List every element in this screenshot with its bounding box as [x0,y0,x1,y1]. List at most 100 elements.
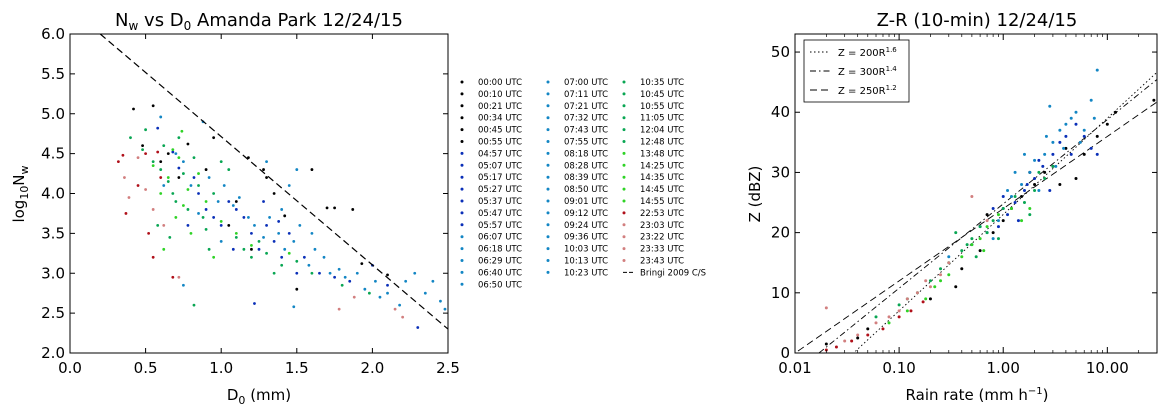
left-point-green-14 [204,227,208,231]
left-point-teal-6 [216,200,220,203]
right-ytick-label-4: 40 [771,103,790,121]
left-point-green-2 [151,160,155,164]
right-point-green-6 [960,249,964,253]
right-point-green-20 [1028,213,1032,217]
left-legend-label-0-13: 06:07 UTC [478,233,522,243]
left-point-green-4 [162,144,166,148]
left-point-green-25 [340,283,344,287]
left-legend-marker-2-9 [622,187,626,191]
left-point-blue-29 [277,220,281,223]
right-point-early-5 [960,267,964,271]
left-legend-marker-2-0 [622,80,626,84]
left-point-blue-23 [416,326,420,329]
zr-relation-lines [797,71,1158,354]
zr-chart: Z-R (10-min) 12/24/15 0.01 0.10 1.00 10.000… [746,10,1158,404]
left-point-blue-25 [295,271,299,275]
right-point-early-7 [991,231,995,235]
right-point-blue-10 [1082,134,1086,138]
left-legend-label-1-8: 08:39 UTC [564,173,608,183]
left-point-lime-0 [151,164,155,167]
left-point-teal-27 [386,291,389,295]
left-point-teal-2 [182,160,185,164]
left-xtick-label-5: 2.5 [436,359,460,377]
right-point-red-6 [909,309,913,313]
right-point-teal-9 [1043,152,1047,156]
left-point-early-19 [250,247,253,251]
right-xtick-label-1: 0.10 [882,359,915,377]
left-point-teal-35 [295,168,299,171]
right-point-blue-11 [1089,146,1093,150]
left-legend-marker-0-14 [460,247,464,251]
right-point-teal-20 [1022,152,1026,156]
left-point-teal-26 [374,279,377,283]
right-point-blue-0 [996,225,1000,229]
left-point-green-26 [367,291,371,295]
left-legend-label-2-7: 14:25 UTC [640,161,684,171]
right-point-pink-7 [915,291,919,295]
right-point-blue-6 [1051,152,1055,156]
right-scatter-points [824,68,1156,352]
left-legend-marker-1-9 [546,187,550,191]
left-legend-marker-2-14 [622,247,626,251]
right-point-lime-9 [996,213,1000,217]
right-point-lime-2 [924,297,928,301]
left-point-teal-24 [355,271,359,275]
left-point-blue-18 [318,271,321,275]
left-point-lime-14 [287,251,291,255]
right-point-pink-4 [887,315,891,319]
right-point-early-0 [824,342,828,346]
left-point-red-9 [136,184,140,187]
left-ytick-label-5: 4.5 [41,145,65,163]
left-point-early-9 [310,168,314,171]
left-legend-label-2-11: 22:53 UTC [640,209,684,219]
right-point-green-7 [970,237,974,241]
left-ytick-label-2: 3.0 [41,264,65,282]
right-point-teal-27 [1062,146,1066,150]
left-legend-label-1-14: 10:03 UTC [564,245,608,255]
right-point-blue-1 [1006,213,1010,217]
right-point-green-11 [1001,207,1005,211]
left-point-teal-28 [398,303,402,307]
left-point-red-8 [151,255,155,259]
right-point-green-10 [991,219,995,223]
left-legend-label-1-11: 09:12 UTC [564,209,608,219]
left-legend-label-0-1: 00:10 UTC [478,90,522,100]
left-point-green-30 [168,235,172,239]
right-point-teal-6 [1020,182,1024,186]
bringi-reference-line [99,33,449,330]
left-legend-marker-1-6 [546,151,550,155]
left-point-green-33 [272,271,276,275]
left-legend-label-1-3: 07:32 UTC [564,114,608,124]
left-point-teal-10 [247,216,250,219]
left-ytick-label-0: 2.0 [41,344,65,362]
left-point-green-24 [310,271,314,275]
right-xtick-label-0: 0.01 [778,359,811,377]
left-point-teal-45 [378,295,382,299]
right-point-pink-10 [970,195,974,199]
left-legend-marker-1-2 [546,104,550,108]
left-point-teal-13 [268,216,271,219]
right-point-teal-10 [1051,140,1055,144]
left-point-lime-2 [166,176,170,179]
right-point-green-15 [1043,176,1047,180]
right-point-pink-2 [856,333,860,337]
left-point-early-6 [265,176,268,179]
right-point-early-19 [1114,110,1118,114]
left-point-teal-14 [277,231,281,235]
left-legend-marker-0-11 [460,211,464,215]
left-point-early-4 [247,156,250,160]
left-point-pink-10 [144,188,148,191]
left-point-early-13 [360,262,364,266]
right-ytick-label-1: 10 [771,284,790,302]
left-point-green-28 [144,128,148,132]
left-point-red-1 [121,153,125,157]
left-point-teal-43 [280,208,284,211]
left-point-blue-26 [186,224,190,227]
right-point-blue-17 [1069,152,1073,156]
right-point-early-12 [1043,170,1047,174]
left-point-blue-13 [265,224,268,227]
right-point-lime-8 [985,225,989,229]
left-chart-title: Nw vs D0 Amanda Park 12/24/15 [115,10,403,33]
right-point-teal-3 [996,219,1000,223]
right-ytick-label-0: 0 [780,344,790,362]
